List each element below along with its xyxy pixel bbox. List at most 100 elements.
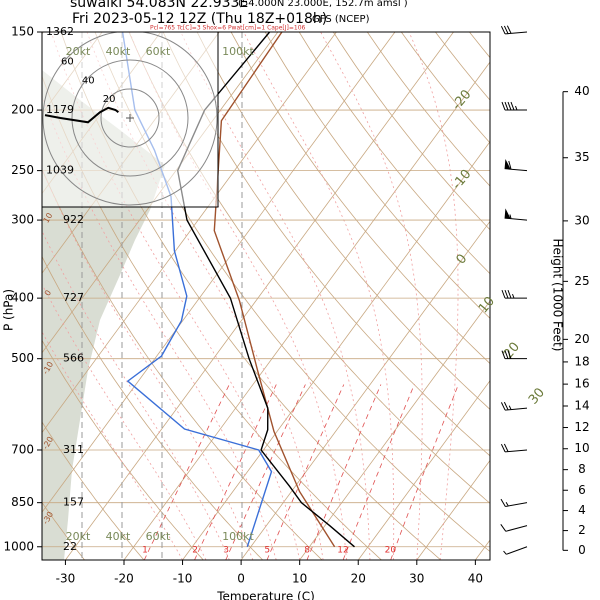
title-note: (54.000N 23.000E, 152.7m amsl ) (238, 0, 408, 9)
hodograph-line (44, 106, 120, 124)
mixing-ratio-label: 2 (192, 546, 198, 556)
level-height: 922 (63, 213, 84, 226)
dry-adiabat (42, 501, 85, 560)
level-height: 566 (63, 352, 84, 365)
x-axis-label: Temperature (C) (216, 590, 315, 600)
y2-tick-label: 25 (574, 274, 589, 288)
x-tick-label: -10 (173, 572, 193, 586)
speed-label: 60kt (146, 45, 171, 58)
mixing-ratio-label: 3 (223, 546, 229, 556)
speed-label: 40kt (106, 45, 131, 58)
isotherm (299, 300, 490, 560)
y2-tick-label: 12 (574, 420, 589, 434)
subtitle: Fri 2023-05-12 12Z (Thu 18Z+018h) (72, 11, 327, 27)
speed-label: 100kt (222, 530, 254, 543)
level-height: 1039 (46, 164, 74, 177)
title: suwalki 54.083N 22.933E (70, 0, 248, 11)
plot-frame (41, 31, 491, 561)
speed-label: 20kt (66, 45, 91, 58)
y2-tick-label: 8 (578, 462, 586, 476)
level-height: 1362 (46, 25, 74, 38)
dry-adiabat (400, 32, 490, 144)
mixing-ratio-label: 20 (385, 546, 397, 556)
adiabat-label: 0 (43, 289, 53, 298)
x-tick-label: -20 (114, 572, 134, 586)
profile-line (213, 32, 336, 548)
hodograph-ring-label: 40 (82, 75, 95, 86)
level-height: 157 (63, 496, 84, 509)
y-axis-label: P (hPa) (2, 289, 16, 331)
isotherm (240, 220, 490, 560)
y2-tick-label: 16 (574, 377, 589, 391)
wind-barb (500, 401, 528, 411)
isotherm-label: 30 (526, 385, 548, 407)
level-height: 727 (63, 291, 84, 304)
y2-tick-label: 20 (574, 332, 589, 346)
speed-label: 100kt (222, 45, 254, 58)
x-tick-label: 10 (292, 572, 307, 586)
dry-adiabat (42, 255, 263, 560)
y-tick-label: 500 (11, 351, 34, 365)
y-tick-label: 850 (11, 495, 34, 509)
hodograph-ring (42, 32, 218, 206)
y-tick-label: 250 (11, 163, 34, 177)
wind-barb (501, 101, 527, 111)
wind-barb (503, 546, 528, 555)
hodograph (42, 32, 218, 206)
isotherm-label: 0 (454, 251, 471, 267)
wind-barb (504, 158, 528, 172)
wind-barb (500, 498, 528, 507)
dry-adiabat (572, 32, 600, 560)
wind-barb (504, 208, 528, 221)
moist-adiabat (243, 32, 395, 560)
hodograph-ring (71, 59, 189, 177)
indices: Pcl=765 Tc[C]=3 Shox=6 Pwat[cm]=1 Cape[J… (150, 25, 306, 32)
y2-tick-label: 14 (574, 398, 589, 412)
speed-label: 40kt (106, 530, 131, 543)
y2-tick-label: 40 (574, 84, 589, 98)
mixing-ratio-line (390, 384, 459, 560)
level-height: 22 (63, 540, 77, 553)
y-tick-label: 200 (11, 103, 34, 117)
moist-adiabat (42, 168, 254, 560)
wind-barb (501, 350, 527, 360)
mixing-ratio-label: 1 (142, 546, 148, 556)
mixing-ratio-label: 5 (264, 546, 270, 556)
adiabat-label: 10 (42, 211, 55, 224)
speed-label: 20kt (66, 530, 91, 543)
y2-tick-label: 2 (578, 523, 586, 537)
x-tick-label: 40 (468, 572, 483, 586)
y-tick-label: 700 (11, 442, 34, 456)
wind-barb (501, 289, 527, 299)
isotherm (42, 32, 396, 513)
mixing-ratio-line (143, 384, 230, 560)
isotherm (123, 61, 490, 560)
dry-adiabat (42, 339, 204, 560)
isotherm (42, 32, 337, 434)
x-tick-label: 30 (409, 572, 424, 586)
wind-barb (500, 443, 528, 453)
hodograph-inset: 20 40 60 (41, 31, 219, 208)
hodograph-ring-label: 60 (61, 56, 74, 67)
isotherm (534, 32, 600, 560)
x-tick-label: -30 (56, 572, 76, 586)
mixing-ratio-line (194, 384, 277, 560)
y2-tick-label: 10 (574, 441, 589, 455)
y2-axis-label: Height (1000 Feet) (551, 239, 565, 352)
mixing-ratio-label: 8 (304, 546, 310, 556)
wind-barb (500, 524, 528, 532)
x-tick-label: 0 (237, 572, 245, 586)
y2-tick-label: 30 (574, 213, 589, 227)
hodograph-ring (100, 88, 160, 148)
isotherm (475, 539, 490, 560)
y2-tick-label: 6 (578, 483, 586, 497)
y-tick-label: 1000 (3, 539, 34, 553)
dry-adiabat (538, 32, 600, 560)
dry-adiabat (230, 32, 490, 365)
level-height: 311 (63, 443, 84, 456)
dry-adiabat (264, 32, 490, 319)
x-tick-label: 20 (351, 572, 366, 586)
isotherm (416, 459, 490, 560)
isotherm-label: 10 (476, 294, 498, 316)
